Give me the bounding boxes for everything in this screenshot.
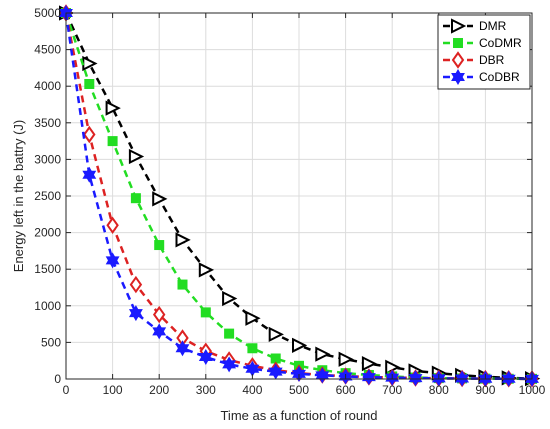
data-point-codbr — [82, 166, 97, 183]
data-point-codbr — [105, 252, 120, 269]
x-tick-label: 300 — [196, 383, 216, 397]
legend-marker-codbr — [451, 68, 465, 86]
data-point-dmr — [268, 326, 284, 342]
data-point-codmr — [130, 193, 141, 204]
data-point-codbr — [59, 5, 73, 21]
legend-item-dmr: DMR — [443, 18, 507, 34]
data-point-dmr — [315, 346, 331, 362]
data-point-dmr — [338, 351, 354, 367]
data-point-dmr — [175, 232, 191, 248]
data-point-codmr — [177, 279, 188, 290]
legend-item-dbr: DBR — [443, 51, 505, 69]
y-tick-label: 3500 — [34, 116, 61, 130]
data-point-codbr — [222, 356, 237, 373]
data-point-codmr — [107, 136, 118, 147]
axis-tick-labels: 0 100 200 300 400 500 600 700 800 900 1000 0 500 1000… — [34, 6, 545, 397]
data-point-codbr — [501, 370, 516, 387]
data-point-dmr — [198, 262, 215, 278]
x-tick-label: 500 — [289, 383, 309, 397]
data-point-codbr — [152, 323, 167, 340]
data-point-dmr — [361, 356, 378, 372]
series-line-dbr — [64, 12, 533, 381]
legend-marker-dbr — [451, 51, 465, 69]
y-tick-label: 1000 — [34, 299, 61, 313]
legend-item-codbr: CoDBR — [443, 68, 520, 86]
legend: DMR CoDMR DBR CoDBR — [437, 14, 531, 90]
x-axis-label: Time as a function of round — [220, 408, 377, 423]
data-point-dmr — [245, 310, 261, 326]
data-point-dmr — [128, 148, 145, 165]
data-point-dbr — [152, 305, 166, 324]
axis-ticks — [65, 12, 533, 380]
y-tick-label: 4000 — [34, 79, 61, 93]
legend-marker-dmr — [451, 18, 467, 34]
x-tick-label: 0 — [63, 383, 70, 397]
legend-label-dmr: DMR — [479, 19, 507, 33]
data-point-dmr — [105, 100, 121, 116]
data-point-codbr — [245, 360, 260, 377]
data-point-dmr — [292, 337, 308, 353]
data-point-codmr — [84, 79, 95, 90]
legend-label-dbr: DBR — [479, 53, 505, 67]
data-point-codmr — [200, 307, 211, 318]
y-tick-label: 4500 — [34, 43, 61, 57]
data-point-codbr — [268, 363, 283, 380]
x-tick-label: 900 — [475, 383, 495, 397]
y-tick-label: 2500 — [34, 189, 61, 203]
y-tick-label: 3000 — [34, 152, 61, 166]
series-layer — [59, 4, 541, 388]
data-point-codmr — [224, 328, 235, 339]
data-point-dbr — [129, 275, 143, 294]
x-tick-label: 400 — [242, 383, 262, 397]
x-tick-label: 800 — [429, 383, 449, 397]
data-point-codbr — [198, 349, 213, 366]
data-point-codmr — [154, 240, 165, 251]
y-tick-label: 1500 — [34, 262, 61, 276]
x-tick-label: 700 — [382, 383, 402, 397]
data-point-dbr — [83, 125, 96, 144]
legend-label-codmr: CoDMR — [479, 36, 522, 50]
y-tick-label: 500 — [41, 335, 61, 349]
x-tick-label: 200 — [149, 383, 169, 397]
legend-marker-codmr — [453, 38, 463, 48]
x-tick-label: 100 — [103, 383, 123, 397]
y-tick-label: 2000 — [34, 226, 61, 240]
data-point-dmr — [222, 290, 238, 307]
data-point-dbr — [106, 216, 119, 235]
x-tick-label: 1000 — [519, 383, 546, 397]
data-point-codbr — [175, 340, 190, 357]
y-tick-label: 0 — [54, 372, 61, 386]
data-point-codbr — [128, 305, 143, 322]
y-axis-label: Energy left in the battry (J) — [11, 120, 26, 272]
data-point-dmr — [152, 191, 168, 207]
x-tick-label: 600 — [336, 383, 356, 397]
y-tick-label: 5000 — [34, 6, 61, 20]
legend-label-codbr: CoDBR — [479, 70, 520, 84]
legend-item-codmr: CoDMR — [443, 36, 522, 50]
data-point-codmr — [247, 343, 258, 354]
